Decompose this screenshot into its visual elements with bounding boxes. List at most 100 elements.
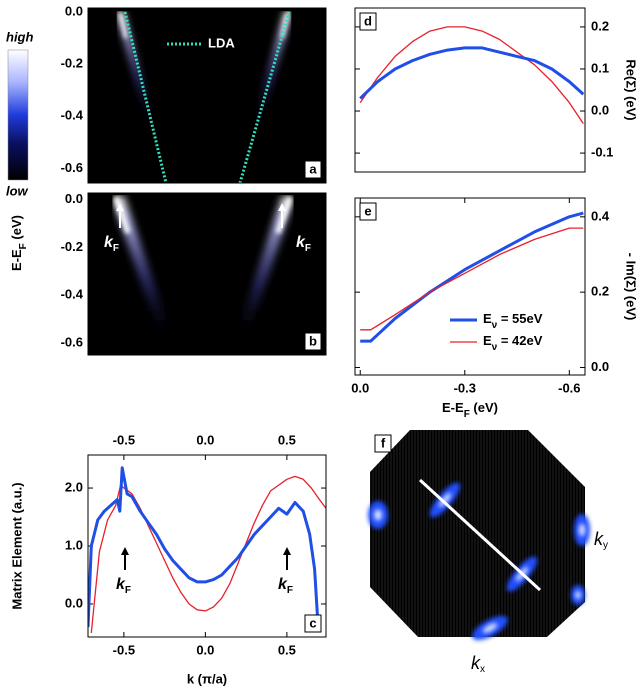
arrow-head	[283, 547, 291, 555]
legend-label: LDA	[208, 35, 235, 50]
x-axis-title: E-EF (eV)	[442, 400, 498, 420]
text-part: ν	[492, 342, 498, 353]
x-tick-label: 0.5	[278, 642, 296, 657]
colorbar-high: high	[6, 29, 33, 44]
text-part: (eV)	[470, 400, 498, 415]
panel-label: c	[309, 615, 316, 630]
lda	[123, 11, 291, 184]
panel-label: b	[309, 333, 317, 348]
y-tick-label: 0.0	[591, 359, 609, 374]
y-tick-label: -0.6	[61, 160, 83, 175]
series-line	[360, 227, 584, 331]
text-part: x	[480, 664, 485, 675]
colorbar	[7, 49, 29, 181]
text-part: = 42eV	[497, 333, 543, 348]
text-part: E-E	[9, 249, 24, 271]
arrow-head	[278, 203, 286, 211]
text-part: y	[603, 540, 608, 551]
series-line	[88, 466, 320, 628]
arrow-head	[116, 203, 124, 211]
x-tick-label: 0.0	[196, 642, 214, 657]
text-part: k	[594, 529, 604, 549]
map-spot-core	[482, 623, 498, 633]
cut-line	[418, 478, 542, 592]
y-tick-label: -0.2	[61, 239, 83, 254]
frame	[87, 192, 327, 356]
y-axis-title: Re(Σ) (eV)	[624, 59, 639, 120]
panel-label-box	[359, 202, 377, 221]
text-part: F	[287, 585, 293, 596]
y-tick-label: 2.0	[65, 479, 83, 494]
text-part: E	[483, 311, 492, 326]
annotation: kF	[104, 234, 119, 254]
y-tick-label: -0.1	[591, 145, 613, 160]
frame	[87, 454, 327, 638]
panel-label-box	[374, 434, 392, 453]
text-part: F	[464, 409, 470, 420]
series-line	[359, 26, 584, 124]
text-part: E	[483, 333, 492, 348]
panel-label-box	[304, 160, 322, 179]
y-tick-label: 1.0	[65, 537, 83, 552]
y-axis-title: Matrix Element (a.u.)	[9, 482, 24, 609]
series-line	[360, 211, 584, 343]
panel-label: e	[364, 203, 371, 218]
text-part: k	[278, 576, 288, 593]
y-tick-label: 0.1	[591, 60, 609, 75]
map-spot-core	[438, 493, 452, 507]
y-tick-label: -0.4	[61, 108, 84, 123]
text-part: k	[296, 234, 306, 251]
x-tick-label: -0.3	[454, 380, 476, 395]
text-part: F	[18, 243, 29, 249]
series-line	[90, 475, 326, 633]
y-axis-title: - Im(Σ) (eV)	[624, 253, 639, 321]
annotation: kF	[296, 234, 311, 254]
x-tick-label: 0.5	[278, 432, 296, 447]
x-axis-title: k (π/a)	[187, 671, 227, 686]
text-part: (eV)	[9, 215, 24, 243]
annotation: kF	[278, 576, 293, 596]
text-part: k	[104, 234, 114, 251]
panel-label-box	[304, 614, 322, 633]
x-tick-label: 0.0	[351, 380, 369, 395]
x-tick-label: -0.5	[113, 642, 135, 657]
y-tick-label: -0.6	[61, 334, 83, 349]
frame	[354, 7, 586, 173]
y-tick-label: 0.0	[65, 3, 83, 18]
panel-label-box	[359, 12, 377, 31]
text-part: F	[113, 243, 119, 254]
x-tick-label: -0.6	[558, 380, 580, 395]
text-part: k	[471, 653, 481, 673]
x-tick-label: -0.5	[113, 432, 135, 447]
y-tick-label: -0.4	[61, 287, 84, 302]
map-spot-core	[575, 591, 581, 599]
arrow-head	[121, 547, 129, 555]
y-axis-title: ky	[594, 529, 608, 551]
bands	[116, 197, 290, 343]
frame	[87, 7, 327, 184]
y-tick-label: 0.0	[591, 102, 609, 117]
y-tick-label: 0.2	[591, 284, 609, 299]
colorbar-low: low	[6, 183, 29, 198]
text-part: = 55eV	[497, 311, 543, 326]
y-tick-label: -0.2	[61, 56, 83, 71]
text-part: F	[125, 585, 131, 596]
legend-label: Eν = 55eV	[483, 311, 543, 331]
annotation: kF	[116, 576, 131, 596]
frame	[354, 197, 586, 376]
y-tick-label: 0.2	[591, 18, 609, 33]
panel-label: f	[381, 435, 386, 450]
map-spot-core	[578, 523, 586, 537]
series-line	[359, 46, 585, 100]
text-part: E-E	[442, 400, 464, 415]
panel-label: a	[309, 161, 317, 176]
text-part: ν	[492, 320, 498, 331]
legend-label: Eν = 42eV	[483, 333, 543, 353]
text-part: F	[305, 243, 311, 254]
panel-label: d	[364, 13, 372, 28]
y-tick-label: 0.0	[65, 595, 83, 610]
y-tick-label: 0.4	[591, 208, 610, 223]
text-part: k	[116, 576, 126, 593]
map-spot-core	[374, 509, 382, 521]
